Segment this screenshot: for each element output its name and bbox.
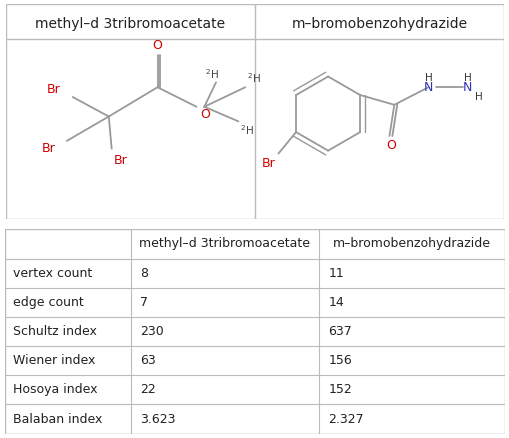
Text: vertex count: vertex count bbox=[13, 267, 92, 279]
Text: 230: 230 bbox=[140, 325, 164, 338]
Text: N: N bbox=[462, 81, 471, 94]
Text: 8: 8 bbox=[140, 267, 148, 279]
Text: m–bromobenzohydrazide: m–bromobenzohydrazide bbox=[332, 237, 490, 251]
Text: 14: 14 bbox=[328, 296, 344, 309]
Text: 637: 637 bbox=[328, 325, 352, 338]
Text: edge count: edge count bbox=[13, 296, 83, 309]
Text: methyl–d 3tribromoacetate: methyl–d 3tribromoacetate bbox=[139, 237, 309, 251]
Text: 11: 11 bbox=[328, 267, 344, 279]
Text: methyl–d 3tribromoacetate: methyl–d 3tribromoacetate bbox=[35, 17, 225, 31]
Text: Br: Br bbox=[114, 154, 127, 167]
Text: 63: 63 bbox=[140, 354, 156, 367]
Text: 152: 152 bbox=[328, 383, 352, 396]
Text: H: H bbox=[474, 92, 482, 102]
Text: H: H bbox=[424, 73, 432, 82]
Text: $^2$H: $^2$H bbox=[205, 67, 218, 81]
Text: Br: Br bbox=[261, 157, 275, 170]
Text: 3.623: 3.623 bbox=[140, 413, 176, 426]
Text: H: H bbox=[463, 73, 470, 82]
Text: $^2$H: $^2$H bbox=[240, 123, 253, 137]
Text: O: O bbox=[200, 108, 210, 121]
Text: 7: 7 bbox=[140, 296, 148, 309]
Text: N: N bbox=[423, 81, 432, 94]
Text: m–bromobenzohydrazide: m–bromobenzohydrazide bbox=[291, 17, 467, 31]
Text: Hosoya index: Hosoya index bbox=[13, 383, 97, 396]
Text: Wiener index: Wiener index bbox=[13, 354, 95, 367]
Text: Br: Br bbox=[47, 83, 61, 95]
Text: 2.327: 2.327 bbox=[328, 413, 363, 426]
Text: O: O bbox=[152, 39, 162, 52]
Text: Br: Br bbox=[41, 142, 55, 155]
Text: Balaban index: Balaban index bbox=[13, 413, 102, 426]
Text: O: O bbox=[386, 139, 395, 152]
Text: 156: 156 bbox=[328, 354, 352, 367]
Text: $^2$H: $^2$H bbox=[247, 71, 261, 85]
Text: 22: 22 bbox=[140, 383, 156, 396]
Text: Schultz index: Schultz index bbox=[13, 325, 97, 338]
